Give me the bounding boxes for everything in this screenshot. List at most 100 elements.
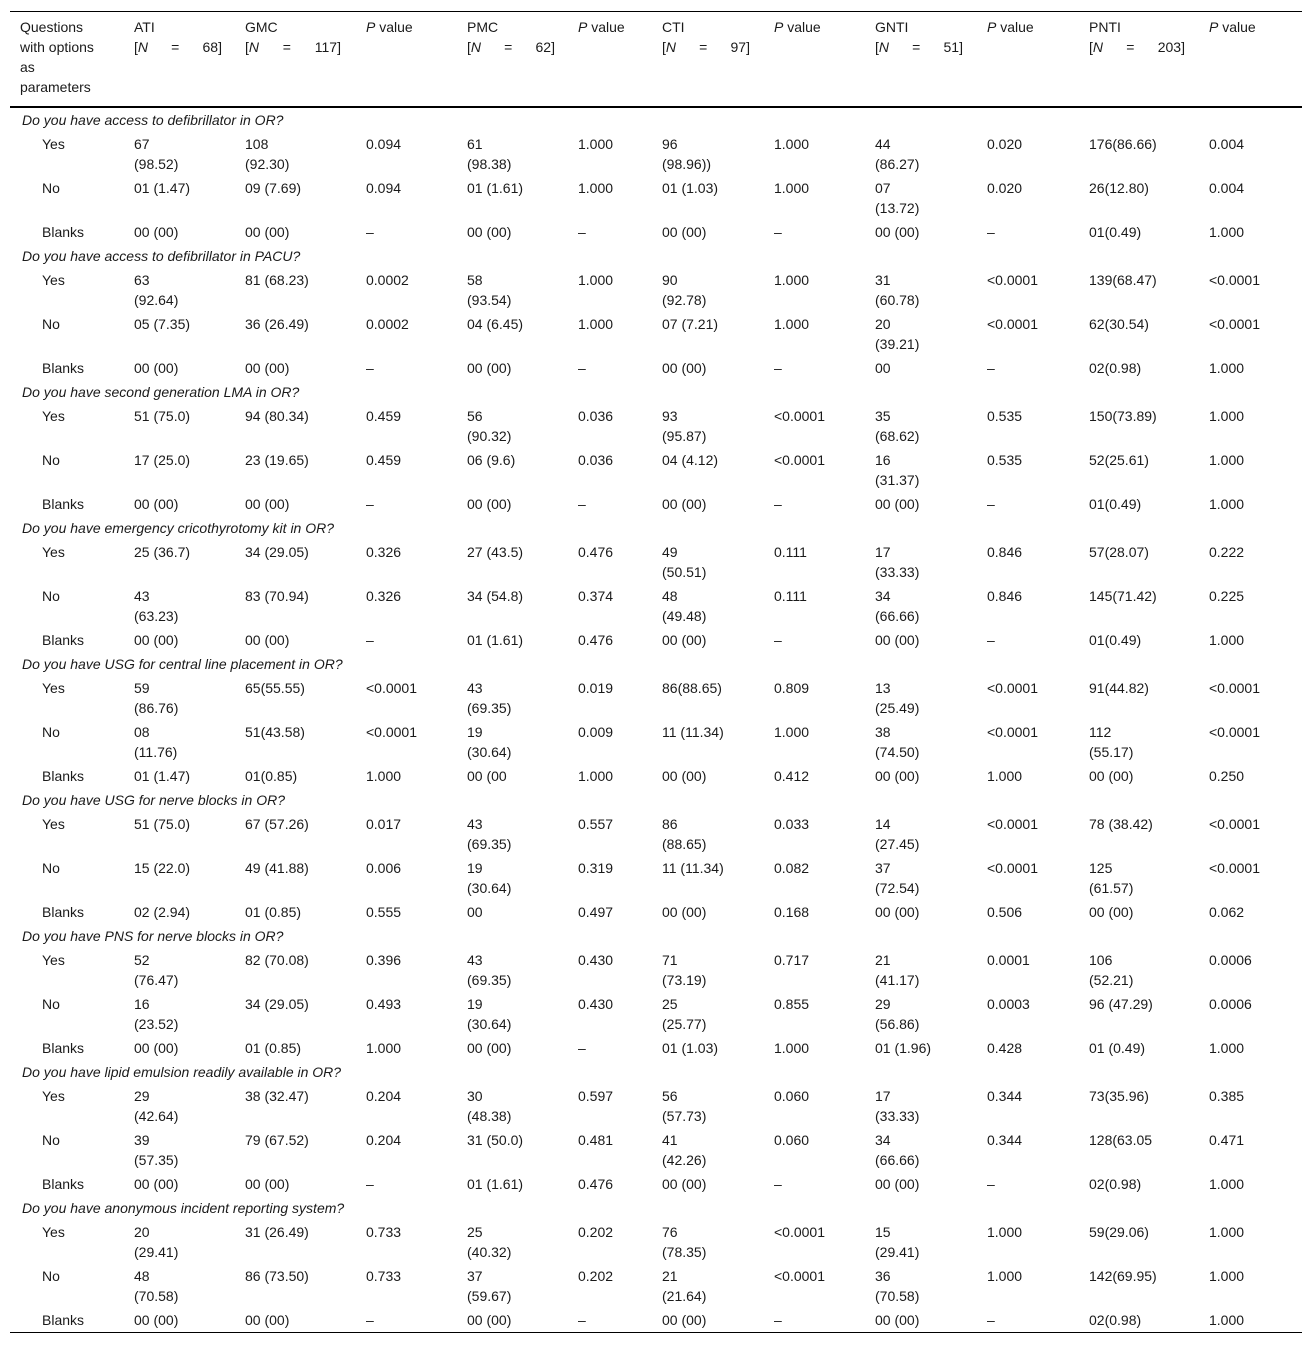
table-cell: 56 (90.32) [467, 408, 512, 444]
header-questions: Questions with options as parameters [20, 19, 94, 95]
option-label: Blanks [42, 360, 85, 376]
table-cell: 01 (0.49) [1089, 1040, 1146, 1056]
table-cell: 27 (43.5) [467, 544, 524, 560]
table-cell: 43 (63.23) [134, 588, 179, 624]
question-row: Do you have access to defibrillator in O… [10, 107, 1302, 132]
table-cell: 01 (1.47) [134, 180, 191, 196]
table-row: Yes 63 (92.64) 81 (68.23) 0.0002 58 (93.54) 1… [10, 268, 1302, 312]
table-cell: 1.000 [774, 724, 810, 740]
table-cell: 01 (1.47) [134, 768, 191, 784]
table-cell: 01 (0.85) [245, 1040, 302, 1056]
table-cell: <0.0001 [1209, 316, 1260, 332]
sample-size: [N = 203] [1089, 37, 1185, 57]
table-cell: 0.459 [366, 408, 402, 424]
table-cell: 1.000 [774, 136, 810, 152]
group-name: CTI [662, 19, 685, 35]
table-cell: – [366, 632, 374, 648]
table-cell: <0.0001 [987, 816, 1038, 832]
table-cell: 67 (57.26) [245, 816, 309, 832]
table-cell: 1.000 [1209, 1268, 1245, 1284]
group-name: PMC [467, 19, 499, 35]
table-cell: 38 (74.50) [875, 724, 920, 760]
table-row: Blanks 00 (00) 01 (0.85) 1.000 00 (00) – 01 (1… [10, 1036, 1302, 1060]
table-cell: 0.0002 [366, 316, 409, 332]
p-symbol: P [1209, 19, 1219, 35]
bracket: [ [134, 39, 138, 55]
table-cell: 0.202 [578, 1268, 614, 1284]
n-value: 117] [315, 37, 341, 57]
table-cell: 00 (00 [467, 768, 507, 784]
table-cell: 19 (30.64) [467, 996, 512, 1032]
table-cell: 0.082 [774, 860, 810, 876]
table-row: Blanks 00 (00) 00 (00) – 00 (00) – 00 (00) – 00 … [10, 492, 1302, 516]
table-cell: 1.000 [1209, 496, 1245, 512]
bracket: [ [662, 39, 666, 55]
equals: = [699, 39, 708, 55]
table-cell: 78 (38.42) [1089, 816, 1153, 832]
table-cell: 0.225 [1209, 588, 1245, 604]
bracket: [ [875, 39, 879, 55]
table-cell: – [774, 1312, 782, 1328]
table-cell: 36 (26.49) [245, 316, 309, 332]
table-cell: 16 (31.37) [875, 452, 920, 488]
option-label: No [42, 860, 60, 876]
table-cell: 52 (76.47) [134, 952, 179, 988]
table-row: No 43 (63.23) 83 (70.94) 0.326 34 (54.8) 0.37… [10, 584, 1302, 628]
table-cell: 0.344 [987, 1088, 1023, 1104]
header-p-value: P value [1209, 12, 1302, 108]
table-cell: – [366, 224, 374, 240]
option-label: No [42, 180, 60, 196]
header-row: Questions with options as parameters ATI… [10, 11, 1302, 108]
table-cell: 20 (39.21) [875, 316, 920, 352]
table-cell: <0.0001 [987, 724, 1038, 740]
table-cell: 59(29.06) [1089, 1224, 1149, 1240]
option-label: Yes [42, 952, 65, 968]
table-cell: 00 (00) [134, 632, 179, 648]
table-cell: 34 (66.66) [875, 1132, 920, 1168]
question-row: Do you have PNS for nerve blocks in OR? [10, 924, 1302, 948]
table-cell: 00 (00) [662, 904, 707, 920]
table-cell: 73(35.96) [1089, 1088, 1149, 1104]
table-row: Yes 59 (86.76) 65(55.55) <0.0001 43 (69.35) 0… [10, 676, 1302, 720]
n-number: 117 [314, 39, 338, 55]
table-cell: – [366, 1176, 374, 1192]
table-cell: 0.004 [1209, 180, 1245, 196]
table-cell: 0.060 [774, 1088, 810, 1104]
table-cell: <0.0001 [987, 860, 1038, 876]
table-cell: 00 (00) [245, 360, 290, 376]
option-label: Yes [42, 408, 65, 424]
option-label: Blanks [42, 904, 85, 920]
n-number: 97 [730, 39, 747, 55]
header-p-value: P value [987, 12, 1089, 108]
n-value: 203] [1158, 37, 1185, 57]
table-cell: 0.428 [987, 1040, 1023, 1056]
table-cell: 00 (00) [245, 1176, 290, 1192]
table-cell: 1.000 [578, 136, 614, 152]
table-cell: 1.000 [1209, 224, 1245, 240]
bracket: [ [467, 39, 471, 55]
header-ati: ATI [N = 68] [134, 12, 245, 108]
table-cell: 00 (00) [662, 224, 707, 240]
table-cell: 51 (75.0) [134, 816, 191, 832]
table-cell: 79 (67.52) [245, 1132, 309, 1148]
table-row: Blanks 00 (00) 00 (00) – 01 (1.61) 0.476 00 (0… [10, 1172, 1302, 1196]
table-cell: – [987, 360, 995, 376]
header-cti: CTI [N = 97] [662, 12, 774, 108]
table-cell: 00 (00) [245, 496, 290, 512]
table-cell: 0.846 [987, 544, 1023, 560]
table-cell: <0.0001 [774, 408, 825, 424]
option-label: Yes [42, 544, 65, 560]
table-cell: 0.020 [987, 136, 1023, 152]
question-text: Do you have access to defibrillator in O… [22, 112, 284, 128]
table-cell: 34 (54.8) [467, 588, 524, 604]
table-cell: <0.0001 [1209, 680, 1260, 696]
table-cell: 00 (00) [875, 768, 920, 784]
table-cell: 00 (00) [467, 496, 512, 512]
option-label: Blanks [42, 1040, 85, 1056]
table-cell: 43 (69.35) [467, 952, 512, 988]
table-header: Questions with options as parameters ATI… [10, 11, 1302, 108]
option-label: Blanks [42, 496, 85, 512]
table-cell: 106 (52.21) [1089, 952, 1134, 988]
table-cell: 00 (00) [662, 360, 707, 376]
p-symbol: P [366, 19, 376, 35]
